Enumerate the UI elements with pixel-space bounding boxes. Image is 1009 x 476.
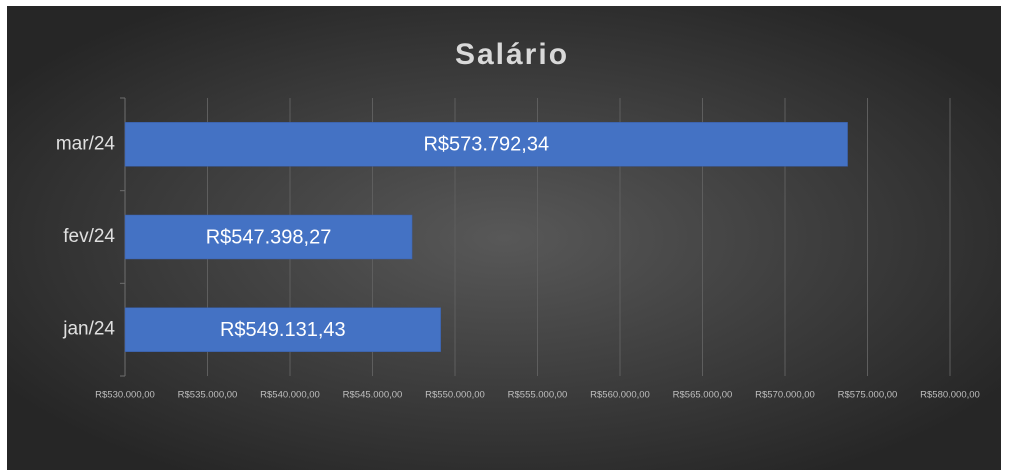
data-label: R$547.398,27 xyxy=(206,226,332,248)
y-tick-label: mar/24 xyxy=(56,133,116,154)
x-tick-label: R$565.000,00 xyxy=(673,390,733,401)
bar xyxy=(124,214,413,260)
x-tick-label: R$550.000,00 xyxy=(425,390,485,401)
x-tick-label: R$535.000,00 xyxy=(178,390,238,401)
y-tick-label: fev/24 xyxy=(63,226,115,247)
y-tick-label: jan/24 xyxy=(62,319,115,340)
x-tick-label: R$560.000,00 xyxy=(590,390,650,401)
x-tick-label: R$580.000,00 xyxy=(920,390,980,401)
chart-title: Salário xyxy=(455,38,569,71)
x-tick-label: R$575.000,00 xyxy=(838,390,898,401)
data-label: R$573.792,34 xyxy=(423,134,549,156)
x-tick-label: R$545.000,00 xyxy=(343,390,403,401)
x-tick-label: R$530.000,00 xyxy=(95,390,155,401)
x-tick-label: R$555.000,00 xyxy=(508,390,568,401)
x-tick-label: R$570.000,00 xyxy=(755,390,815,401)
bar xyxy=(124,122,848,167)
data-label: R$549.131,43 xyxy=(220,319,346,341)
bar xyxy=(124,307,441,352)
x-tick-label: R$540.000,00 xyxy=(260,390,320,401)
